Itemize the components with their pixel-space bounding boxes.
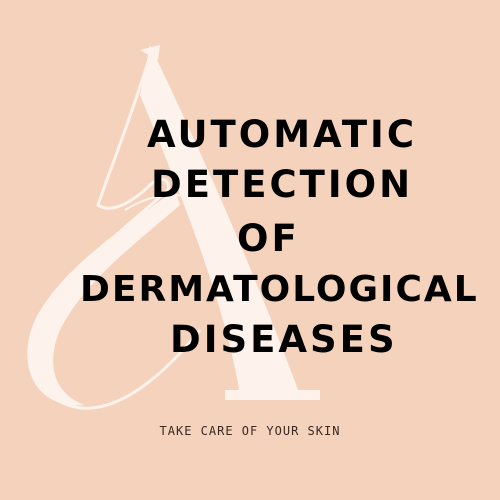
- monogram-bowl: [27, 190, 180, 406]
- monogram-left-hairline: [33, 61, 202, 410]
- tagline: TAKE CARE OF YOUR SKIN: [159, 424, 341, 438]
- title-line-1: AUTOMATIC: [147, 113, 417, 156]
- title-line-5: DISEASES: [170, 318, 398, 361]
- monogram-right-stroke: [140, 45, 300, 395]
- poster-title: AUTOMATIC DETECTION OF DERMATOLOGICAL DI…: [0, 112, 500, 362]
- title-line-3: OF: [237, 217, 300, 260]
- monogram-foot: [225, 390, 320, 400]
- title-line-4: DERMATOLOGICAL: [80, 269, 479, 310]
- monogram-apex: [140, 45, 160, 60]
- monogram-crossbar: [124, 193, 196, 211]
- title-line-2: DETECTION: [151, 163, 414, 206]
